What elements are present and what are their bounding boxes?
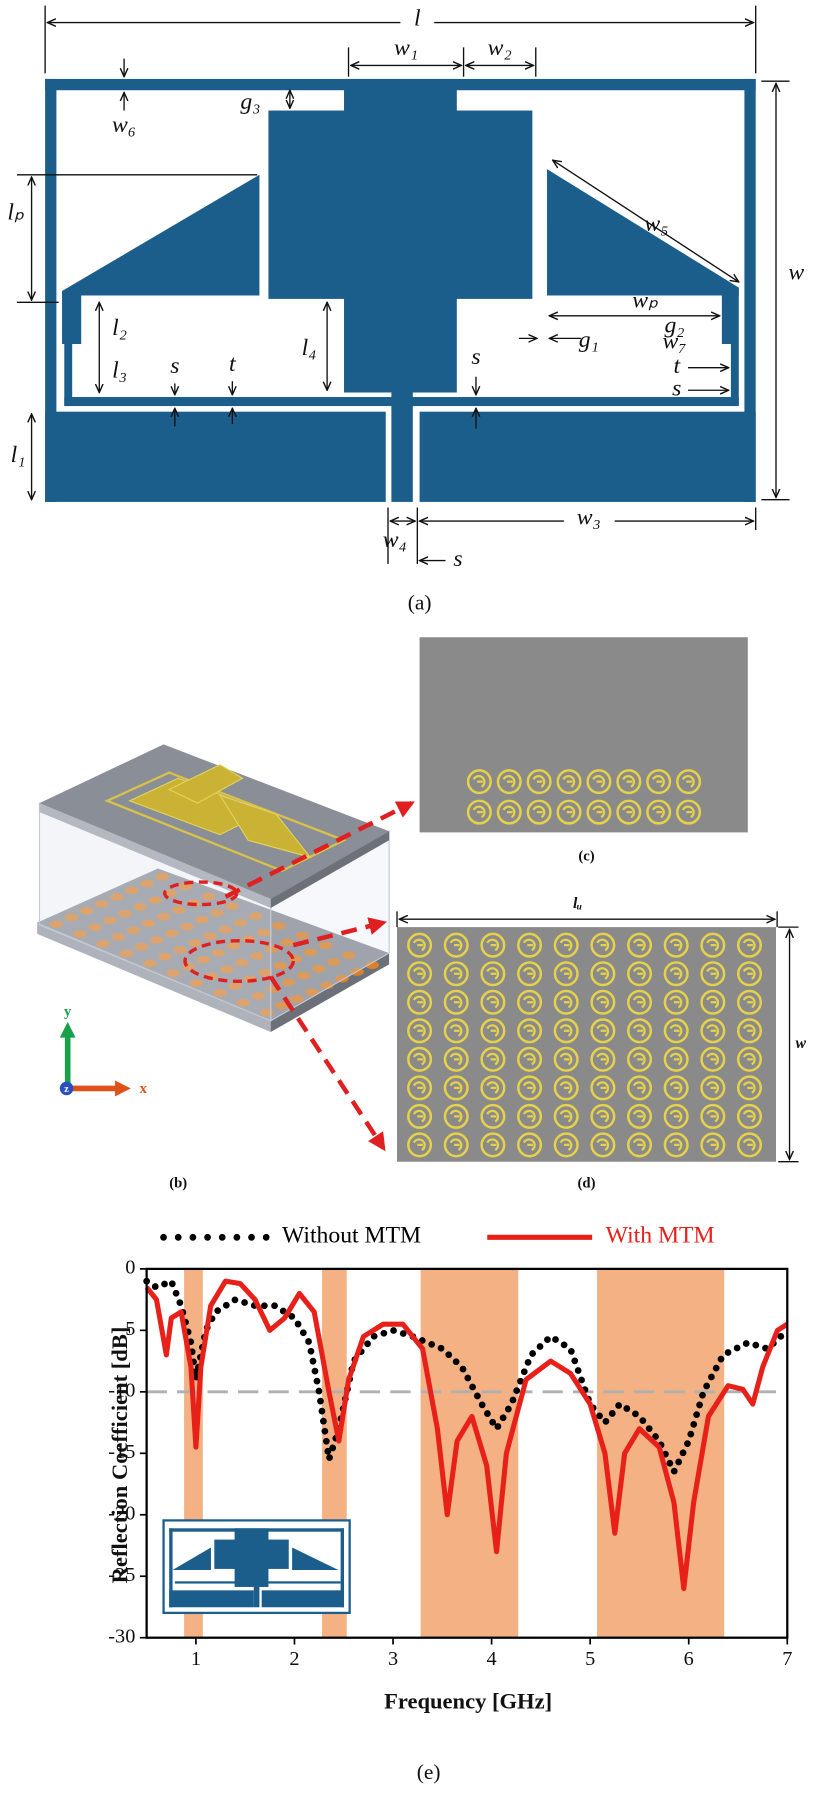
chart: 12345670-5-10-15-20-25-30Without MTMWith… [108, 1223, 792, 1670]
panel-caption: (c) [578, 849, 594, 865]
inset-shape [214, 1540, 288, 1569]
y-tick-label: -30 [108, 1625, 135, 1647]
panel-caption: (d) [578, 1176, 596, 1192]
y-axis-title: Reflection Coefficient [dB] [107, 1327, 132, 1584]
x-tick-label: 5 [585, 1648, 595, 1670]
dimension-label: lᵤ [573, 895, 582, 912]
dimension-label: lₚ [7, 200, 24, 226]
x-tick-label: 3 [388, 1648, 398, 1670]
x-tick-label: 6 [684, 1648, 694, 1670]
dimension-label: w₂ [488, 35, 512, 61]
dimension-label: s [471, 344, 480, 370]
dimension-label: g₁ [579, 327, 599, 353]
dimension-label: w₆ [112, 112, 136, 138]
dimension-label: t [229, 351, 237, 377]
dimension-label: w₇ [662, 328, 686, 354]
panel-caption: (a) [408, 590, 432, 614]
x-tick-label: 2 [289, 1648, 299, 1670]
top-layer-view [420, 637, 748, 832]
dimension-label: l₂ [112, 315, 127, 341]
panel-caption: (e) [417, 1760, 441, 1784]
dimension-label: l₁ [11, 442, 26, 468]
x-axis-title: Frequency [GHz] [384, 1688, 552, 1713]
inset-shape [262, 1590, 344, 1607]
page: l w₁ w₂ g₃ w₆ lₚ w₅ w l₂ l₃ s t l₄ s wₚ … [0, 0, 820, 1799]
inset-shape [175, 1581, 341, 1583]
dimension-label: l₃ [112, 358, 127, 384]
dimension-label: w₅ [644, 211, 668, 237]
panel-caption: (b) [169, 1176, 187, 1192]
x-tick-label: 7 [782, 1648, 792, 1670]
x-tick-label: 1 [191, 1648, 201, 1670]
board-3d [37, 744, 411, 1148]
inset-shape [169, 1590, 254, 1607]
figure: l w₁ w₂ g₃ w₆ lₚ w₅ w l₂ l₃ s t l₄ s wₚ … [0, 0, 820, 1799]
x-tick-label: 4 [487, 1648, 497, 1670]
dimension-label: w₁ [394, 35, 418, 61]
legend-label: Without MTM [282, 1223, 421, 1249]
dimension-label: l₄ [302, 335, 317, 361]
dimension-label: w [796, 1035, 807, 1052]
axis-label: x [140, 1081, 148, 1097]
axis-label: y [64, 1004, 72, 1020]
inset-antenna [164, 1520, 350, 1612]
dimension-label: g₃ [240, 89, 260, 115]
dimension-label: s [170, 353, 179, 379]
band [421, 1269, 519, 1638]
dimension-label: s [453, 546, 462, 572]
dimension-label: wₚ [632, 288, 658, 314]
dimension-label: w₄ [383, 527, 407, 553]
dimension-label: w [788, 260, 804, 286]
legend-label: With MTM [606, 1223, 715, 1249]
dimension-label: s [672, 376, 681, 402]
y-tick-label: 0 [125, 1257, 135, 1279]
dimension-label: l [414, 6, 421, 32]
axis-label: z [64, 1084, 69, 1095]
dimension-label: w₃ [577, 504, 601, 530]
